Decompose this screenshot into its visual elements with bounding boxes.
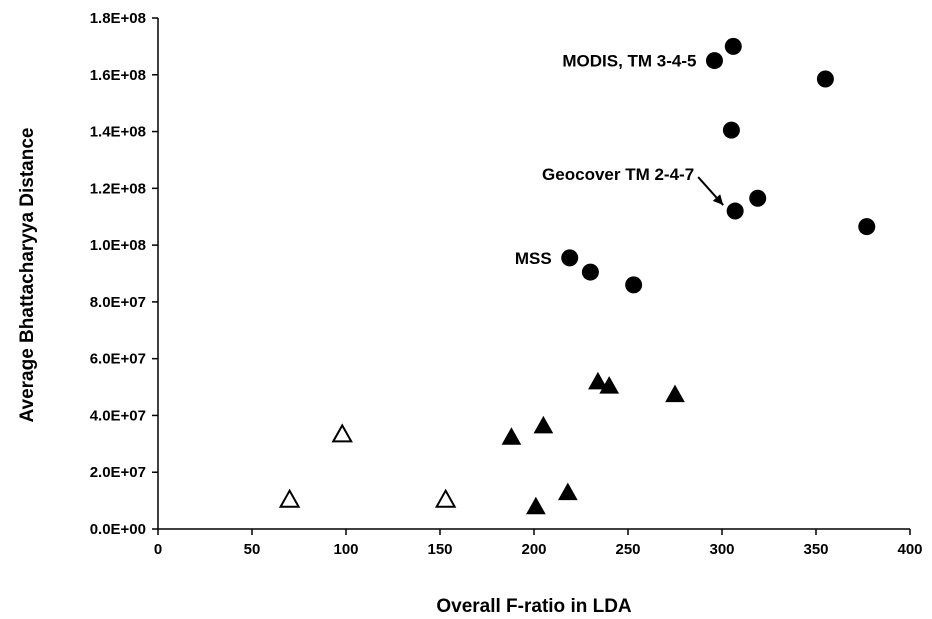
x-tick-label: 0: [154, 541, 162, 558]
data-point-circle: [625, 276, 643, 294]
data-point-open-triangle: [331, 423, 353, 443]
x-tick-label: 300: [709, 541, 734, 558]
y-axis-title: Average Bhattacharyya Distance: [17, 128, 38, 423]
y-tick-label: 2.0E+07: [90, 464, 146, 481]
annotations: MODIS, TM 3-4-5 Geocover TM 2-4-7 MSS: [515, 52, 724, 268]
data-point-circle: [858, 218, 876, 236]
x-tick-label: 50: [244, 541, 261, 558]
data-point-filled-triangle: [526, 496, 546, 515]
data-point-filled-triangle: [665, 384, 685, 403]
x-tick-label: 200: [521, 541, 546, 558]
x-tick-label: 350: [803, 541, 828, 558]
data-point-open-triangle: [434, 488, 457, 508]
data-point-circle: [724, 37, 742, 55]
data-point-filled-triangle: [588, 371, 608, 390]
annotation-label: Geocover TM 2-4-7: [542, 165, 694, 184]
data-point-circle: [705, 52, 723, 70]
x-tick-label: 400: [897, 541, 922, 558]
x-axis-title: Overall F-ratio in LDA: [436, 596, 632, 617]
y-tick-label: 1.4E+08: [90, 124, 146, 141]
data-point-circle: [749, 189, 767, 207]
data-points: [278, 37, 876, 515]
data-point-filled-triangle: [533, 415, 554, 434]
y-tick-label: 0.0E+00: [90, 521, 146, 538]
data-point-open-triangle: [278, 488, 301, 508]
annotation-label: MSS: [515, 249, 552, 268]
data-point-filled-triangle: [501, 427, 522, 445]
data-point-filled-triangle: [599, 376, 620, 394]
data-point-circle: [726, 202, 744, 220]
x-tick-label: 150: [427, 541, 452, 558]
y-tick-label: 4.0E+07: [90, 407, 146, 424]
data-point-circle: [561, 249, 579, 267]
y-tick-label: 1.0E+08: [90, 237, 146, 254]
annotation-arrow-head: [712, 194, 724, 206]
y-tick-label: 6.0E+07: [90, 351, 146, 368]
y-tick-label: 8.0E+07: [90, 294, 146, 311]
plot-area: 0.0E+00 2.0E+07 4.0E+07 6.0E+07 8.0E+07 1.0E+…: [90, 10, 923, 558]
y-tick-label: 1.8E+08: [90, 10, 146, 27]
x-tick-label: 100: [333, 541, 358, 558]
data-point-circle: [581, 263, 599, 281]
y-tick-label: 1.6E+08: [90, 67, 146, 84]
x-tick-label: 250: [615, 541, 640, 558]
x-axis-ticks: 0 50 100 150 200 250 300 350 400: [154, 529, 923, 558]
y-tick-label: 1.2E+08: [90, 180, 146, 197]
data-point-circle: [816, 70, 834, 88]
data-point-circle: [722, 121, 740, 139]
y-axis-ticks: 0.0E+00 2.0E+07 4.0E+07 6.0E+07 8.0E+07 1.0E+…: [90, 10, 158, 538]
data-point-filled-triangle: [557, 482, 578, 501]
annotation-label: MODIS, TM 3-4-5: [562, 52, 696, 71]
